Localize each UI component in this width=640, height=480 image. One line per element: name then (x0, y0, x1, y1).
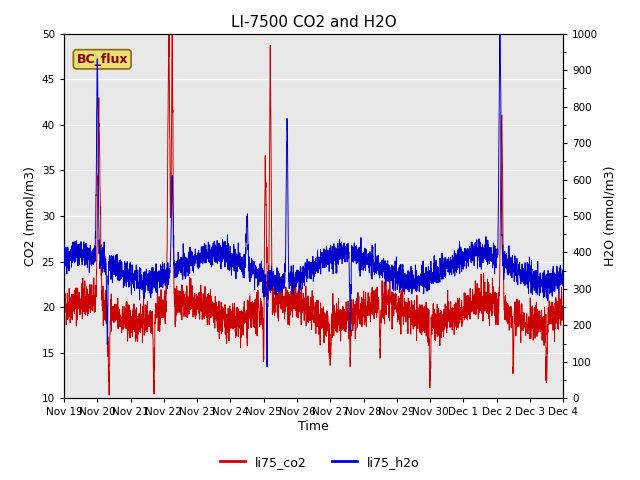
Title: LI-7500 CO2 and H2O: LI-7500 CO2 and H2O (231, 15, 396, 30)
Y-axis label: CO2 (mmol/m3): CO2 (mmol/m3) (23, 166, 36, 266)
X-axis label: Time: Time (298, 420, 329, 433)
Y-axis label: H2O (mmol/m3): H2O (mmol/m3) (604, 166, 617, 266)
Text: BC_flux: BC_flux (77, 53, 128, 66)
Legend: li75_co2, li75_h2o: li75_co2, li75_h2o (215, 451, 425, 474)
